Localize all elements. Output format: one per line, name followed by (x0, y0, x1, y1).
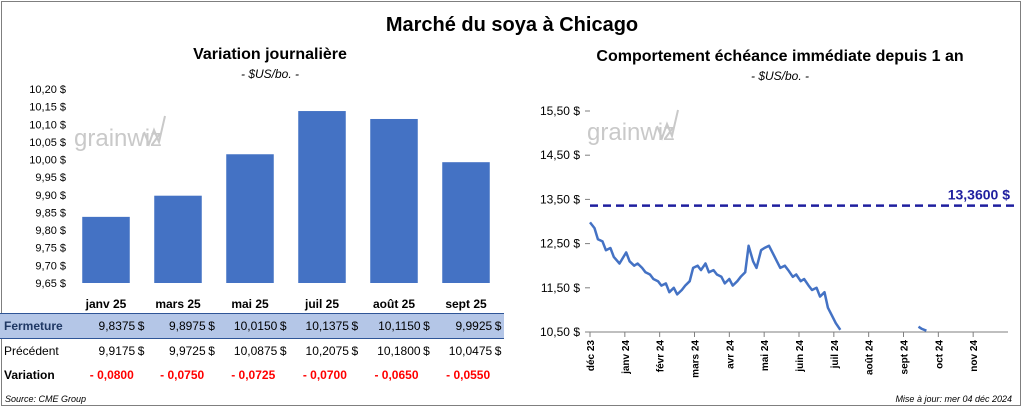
page-title: Marché du soya à Chicago (385, 14, 639, 36)
bar (154, 195, 202, 283)
price-line (917, 325, 927, 332)
x-tick-label: nov 24 (969, 340, 980, 372)
watermark-logo-icon (143, 115, 166, 147)
y-tick-label: 14,50 $ (540, 148, 580, 162)
variation-value: - 0,0550 (446, 368, 491, 382)
x-tick-label: juin 24 (795, 340, 806, 373)
y-tick-label: 10,05 $ (29, 137, 66, 149)
previous-value: 10,0875 (233, 344, 278, 358)
x-tick-label: sept 25 (445, 297, 487, 311)
close-value: 10,1375 (289, 313, 349, 339)
currency-symbol: $ (351, 344, 359, 358)
row-label-previous: Précédent (4, 344, 59, 358)
bar (442, 162, 490, 283)
variation-value: - 0,0750 (160, 368, 205, 382)
x-tick-label: juil 24 (830, 340, 841, 370)
y-tick-label: 9,65 $ (35, 278, 66, 290)
currency-symbol: $ (423, 344, 430, 358)
x-tick-label: sept 24 (900, 340, 911, 375)
x-tick-label: août 25 (373, 297, 415, 311)
y-tick-label: 12,50 $ (540, 237, 580, 251)
x-tick-label: févr 24 (656, 340, 667, 373)
y-tick-label: 9,95 $ (35, 172, 66, 184)
bar (226, 154, 274, 283)
y-tick-label: 9,70 $ (35, 260, 66, 272)
close-value: 10,1150 (360, 313, 421, 339)
currency-symbol: $ (135, 313, 147, 339)
y-tick-label: 13,50 $ (540, 192, 580, 206)
price-table: Fermeture 9,8375 $ 9,8975 $ 10,0150 $ 10,13… (0, 313, 504, 387)
x-tick-label: mars 24 (691, 340, 702, 378)
close-value: 10,0150 (217, 313, 278, 339)
y-tick-label: 9,75 $ (35, 243, 66, 255)
table-row-variation: Variation - 0,0800 - 0,0750 - 0,0725 - 0… (0, 363, 504, 387)
y-tick-label: 10,20 $ (29, 84, 66, 96)
close-value: 9,8975 (146, 313, 206, 339)
y-tick-label: 9,80 $ (35, 225, 66, 237)
grainwiz-watermark: grainwiz (74, 115, 166, 152)
currency-symbol: $ (205, 313, 218, 339)
y-tick-label: 15,50 $ (540, 104, 580, 118)
x-tick-label: janv 24 (621, 340, 632, 375)
row-label-close: Fermeture (0, 313, 77, 339)
update-note: Mise à jour: mer 04 déc 2024 (895, 394, 1012, 404)
reference-value-label: 13,3600 $ (948, 187, 1010, 203)
grainwiz-watermark: grainwiz (587, 109, 679, 146)
watermark-text: grainwiz (74, 125, 162, 152)
y-tick-label: 10,00 $ (29, 155, 66, 167)
bar (370, 118, 418, 284)
price-line (589, 221, 842, 331)
bar (82, 216, 130, 283)
currency-symbol: $ (277, 313, 290, 339)
currency-symbol: $ (492, 313, 504, 339)
left-chart-title: Variation journalière (193, 46, 347, 63)
table-row-previous: Précédent 9,9175 $ 9,9725 $ 10,0875 $ 10,20… (0, 339, 504, 364)
bar (298, 111, 346, 283)
y-tick-label: 10,50 $ (540, 325, 580, 339)
variation-value: - 0,0725 (231, 368, 276, 382)
watermark-logo-icon (656, 109, 679, 141)
previous-value: 10,1800 (377, 344, 421, 358)
x-tick-label: oct 24 (934, 340, 945, 369)
y-tick-label: 11,50 $ (541, 281, 580, 295)
y-tick-label: 9,85 $ (35, 207, 66, 219)
y-tick-label: 9,90 $ (35, 190, 66, 202)
previous-value: 10,0475 (448, 344, 493, 358)
currency-symbol: $ (494, 344, 502, 358)
previous-value: 10,2075 (305, 344, 349, 358)
variation-value: - 0,0800 (89, 368, 134, 382)
previous-value: 9,9175 (98, 344, 136, 358)
previous-value: 9,9725 (168, 344, 206, 358)
currency-symbol: $ (348, 313, 361, 339)
watermark-text: grainwiz (587, 119, 675, 146)
row-label-variation: Variation (4, 368, 55, 382)
right-chart-unit: - $US/bo. - (750, 69, 810, 83)
source-note: Source: CME Group (5, 394, 87, 404)
x-tick-label: déc 23 (586, 340, 597, 372)
variation-value: - 0,0700 (302, 368, 347, 382)
front-month-chart: grainwiz 10,50 $ 11,50 $ 12,50 $ 13,50 $ 14,5… (540, 104, 1016, 378)
left-chart-unit: - $US/bo. - (240, 67, 300, 81)
y-tick-label: 10,15 $ (29, 102, 66, 114)
currency-symbol: $ (137, 344, 145, 358)
variation-value: - 0,0650 (374, 368, 419, 382)
close-value: 9,9925 (432, 313, 493, 339)
table-row-close: Fermeture 9,8375 $ 9,8975 $ 10,0150 $ 10,13… (0, 313, 504, 339)
x-tick-label: janv 25 (85, 297, 127, 311)
daily-variation-chart: grainwiz 9,65 $ 9,70 $ 9,75 $ 9,80 $ 9,85 $ 9,… (29, 84, 490, 311)
currency-symbol: $ (420, 313, 433, 339)
x-tick-label: mai 25 (231, 297, 269, 311)
y-tick-label: 10,10 $ (29, 119, 66, 131)
currency-symbol: $ (279, 344, 287, 358)
x-tick-label: mars 25 (155, 297, 201, 311)
x-tick-label: juil 25 (304, 297, 339, 311)
x-tick-label: août 24 (865, 340, 876, 375)
close-value: 9,8375 (76, 313, 136, 339)
x-tick-label: mai 24 (760, 340, 771, 372)
currency-symbol: $ (208, 344, 215, 358)
x-tick-label: avr 24 (725, 340, 736, 369)
right-chart-title: Comportement échéance immédiate depuis 1… (596, 48, 964, 65)
